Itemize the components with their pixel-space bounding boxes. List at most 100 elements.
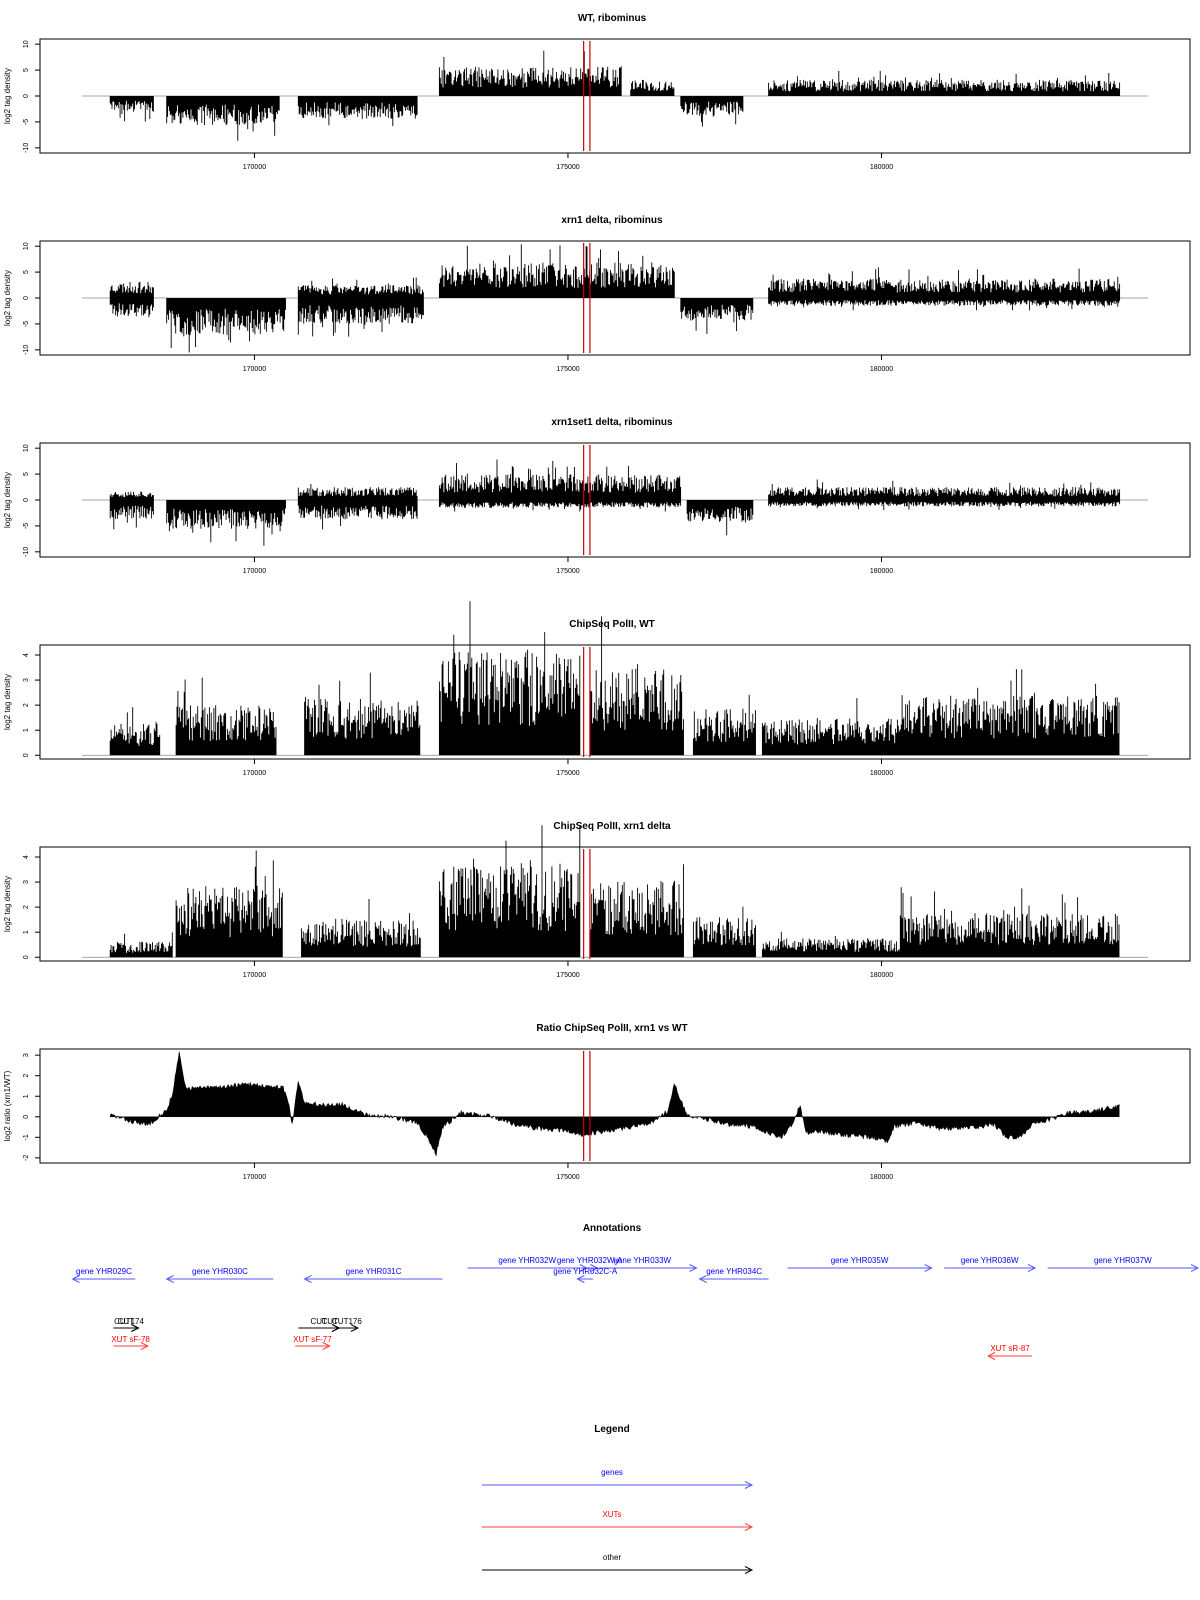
plot-frame [39, 1048, 1191, 1164]
y-axis-label: log2 tag density [3, 270, 12, 326]
x-tick-label: 175000 [556, 366, 579, 373]
feature-arrowhead [350, 1324, 360, 1332]
y-tick-label: 2 [23, 703, 30, 707]
y-axis-label: log2 tag density [3, 876, 12, 932]
series-marks [109, 1051, 1120, 1157]
feature-label: XUT sF-77 [293, 1335, 332, 1344]
y-tick-label: 2 [23, 905, 30, 909]
y-tick-label: 3 [23, 678, 30, 682]
x-tick-label: 180000 [870, 1174, 893, 1181]
track-panel: ChipSeq PolII, WT log2 tag density 0 1 2 3 4 17… [3, 601, 1191, 777]
y-tick-label: 10 [23, 242, 30, 250]
plot-frame [39, 846, 1191, 962]
feature-arrowhead [71, 1275, 80, 1283]
legend-item: genes [482, 1468, 754, 1489]
legend-label: other [603, 1553, 622, 1562]
feature-label: gene YHR029C [76, 1267, 132, 1276]
feature-label: CUT174 [114, 1317, 144, 1326]
legend-item: XUTs [482, 1510, 754, 1531]
y-tick-label: 0 [23, 498, 30, 502]
feature-arrowhead [689, 1264, 698, 1272]
x-tick-label: 175000 [556, 164, 579, 171]
feature-label: gene YHR032W [498, 1256, 556, 1265]
y-tick-label: 3 [23, 1053, 30, 1057]
y-tick-label: 1 [23, 1094, 30, 1098]
feature-arrowhead [165, 1275, 174, 1283]
annotations-title: Annotations [583, 1223, 642, 1234]
feature-label: CUT [310, 1317, 327, 1326]
legend-arrowhead [744, 1481, 754, 1489]
feature-arrowhead [1027, 1264, 1037, 1272]
y-tick-label: 10 [23, 40, 30, 48]
annotation-feature: gene YHR032C-A [553, 1267, 618, 1283]
x-tick-label: 180000 [870, 366, 893, 373]
series-marks [82, 825, 1148, 958]
feature-arrowhead [322, 1342, 331, 1350]
feature-label: gene YHR035W [831, 1256, 889, 1265]
y-axis-label: log2 tag density [3, 472, 12, 528]
track-panel: xrn1set1 delta, ribominus log2 tag densit… [3, 417, 1191, 575]
annotation-feature: CUT174 [114, 1317, 144, 1332]
x-tick-label: 170000 [243, 1174, 266, 1181]
y-tick-label: 5 [23, 68, 30, 72]
x-tick-label: 170000 [243, 366, 266, 373]
y-tick-label: -10 [23, 345, 30, 355]
feature-label: gene YHR034C [706, 1267, 762, 1276]
x-tick-label: 180000 [870, 770, 893, 777]
x-tick-label: 180000 [870, 164, 893, 171]
feature-label: gene YHR032C-A [553, 1267, 618, 1276]
feature-arrowhead [924, 1264, 933, 1272]
y-tick-label: -5 [23, 321, 30, 327]
y-tick-label: 0 [23, 1115, 30, 1119]
y-tick-label: -1 [23, 1134, 30, 1140]
feature-label: gene YHR037W [1094, 1256, 1152, 1265]
annotation-feature: gene YHR034C [698, 1267, 769, 1283]
y-tick-label: 0 [23, 296, 30, 300]
feature-label: gene YHR033W [613, 1256, 671, 1265]
y-axis-label: log2 ratio (xrn1/WT) [3, 1070, 12, 1141]
panel-title: WT, ribominus [578, 13, 647, 24]
feature-arrowhead [303, 1275, 312, 1283]
annotation-feature: gene YHR029C [71, 1267, 136, 1283]
feature-label: gene YHR031C [346, 1267, 402, 1276]
panel-title: xrn1 delta, ribominus [561, 215, 663, 226]
bar-series [109, 244, 1121, 353]
series-marks [82, 601, 1148, 756]
annotation-feature: gene YHR035W [787, 1256, 933, 1272]
series-marks [82, 50, 1148, 141]
legend-arrowhead [744, 1566, 754, 1574]
panel-title: ChipSeq PolII, WT [569, 619, 655, 630]
panel-title: xrn1set1 delta, ribominus [551, 417, 673, 428]
y-tick-label: 4 [23, 855, 30, 859]
y-tick-label: -10 [23, 547, 30, 557]
x-tick-label: 175000 [556, 972, 579, 979]
bar-series [109, 825, 1120, 958]
annotation-feature: gene YHR037W [1047, 1256, 1200, 1272]
y-tick-label: -5 [23, 119, 30, 125]
y-tick-label: 2 [23, 1074, 30, 1078]
annotation-feature: gene YHR031C [303, 1267, 443, 1283]
y-tick-label: -2 [23, 1155, 30, 1161]
legend-items: genes XUTs other [482, 1468, 754, 1574]
feature-label: CUT [321, 1317, 338, 1326]
y-tick-label: 5 [23, 472, 30, 476]
x-tick-label: 175000 [556, 770, 579, 777]
plot-frame [39, 644, 1191, 760]
x-tick-label: 180000 [870, 972, 893, 979]
y-tick-label: 1 [23, 930, 30, 934]
track-panel: xrn1 delta, ribominus log2 tag density -10… [3, 215, 1191, 373]
annotation-feature: gene YHR033W [588, 1256, 698, 1272]
x-tick-label: 175000 [556, 1174, 579, 1181]
x-tick-label: 175000 [556, 568, 579, 575]
annotation-feature: XUT sF-77 [293, 1335, 332, 1350]
x-tick-label: 170000 [243, 164, 266, 171]
annotation-feature: XUT sF-78 [111, 1335, 150, 1350]
y-tick-label: 0 [23, 955, 30, 959]
feature-arrowhead [131, 1324, 140, 1332]
y-tick-label: -10 [23, 143, 30, 153]
legend-item: other [482, 1553, 754, 1574]
annotation-features: gene YHR029C gene YHR030C gene YHR031C gene… [71, 1256, 1200, 1360]
feature-arrowhead [698, 1275, 707, 1283]
